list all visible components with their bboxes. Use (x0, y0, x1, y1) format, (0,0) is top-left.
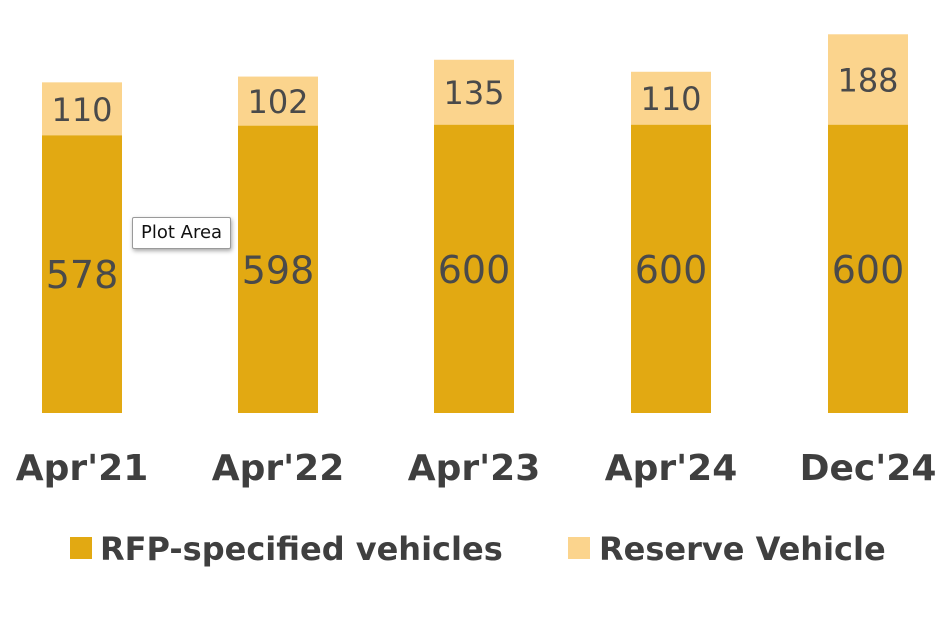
x-tick-label-apr-23: Apr'23 (408, 448, 541, 489)
bar-rfp-specified-vehicles-apr-23[interactable] (434, 124, 514, 413)
data-label-rfp-specified-vehicles-apr-22: 598 (242, 248, 315, 292)
bar-rfp-specified-vehicles-dec-24[interactable] (828, 124, 908, 413)
x-tick-label-dec-24: Dec'24 (800, 448, 937, 489)
x-tick-label-apr-22: Apr'22 (212, 448, 345, 489)
data-label-reserve-vehicle-apr-21: 110 (51, 91, 112, 129)
plot-area-tooltip: Plot Area (132, 217, 232, 249)
x-tick-label-apr-24: Apr'24 (605, 448, 738, 489)
data-label-reserve-vehicle-apr-23: 135 (443, 74, 504, 112)
legend-swatch-rfp-specified-vehicles (70, 537, 92, 559)
bar-reserve-vehicle-apr-21[interactable] (42, 82, 122, 136)
data-label-rfp-specified-vehicles-apr-24: 600 (635, 248, 708, 292)
x-axis-labels: Apr'21 Apr'22 Apr'23 Apr'24 Dec'24 (16, 448, 937, 489)
bar-rfp-specified-vehicles-apr-21[interactable] (42, 135, 122, 413)
bar-rfp-specified-vehicles-apr-24[interactable] (631, 124, 711, 413)
data-label-reserve-vehicle-apr-24: 110 (640, 80, 701, 118)
data-label-rfp-specified-vehicles-dec-24: 600 (832, 248, 905, 292)
data-label-rfp-specified-vehicles-apr-21: 578 (46, 253, 119, 297)
legend: RFP-specified vehicles Reserve Vehicle (70, 530, 886, 568)
bar-reserve-vehicle-apr-23[interactable] (434, 59, 514, 125)
data-label-reserve-vehicle-apr-22: 102 (247, 83, 308, 121)
data-label-reserve-vehicle-dec-24: 188 (837, 61, 898, 99)
legend-label-rfp-specified-vehicles: RFP-specified vehicles (100, 530, 503, 568)
x-tick-label-apr-21: Apr'21 (16, 448, 149, 489)
bar-reserve-vehicle-apr-24[interactable] (631, 71, 711, 125)
data-label-rfp-specified-vehicles-apr-23: 600 (438, 248, 511, 292)
plot-area[interactable]: 578 110 598 102 600 135 600 110 600 188 (42, 34, 908, 413)
bar-rfp-specified-vehicles-apr-22[interactable] (238, 125, 318, 413)
legend-label-reserve-vehicle: Reserve Vehicle (599, 530, 886, 568)
bar-reserve-vehicle-dec-24[interactable] (828, 34, 908, 125)
bar-reserve-vehicle-apr-22[interactable] (238, 76, 318, 126)
legend-swatch-reserve-vehicle (568, 537, 590, 559)
